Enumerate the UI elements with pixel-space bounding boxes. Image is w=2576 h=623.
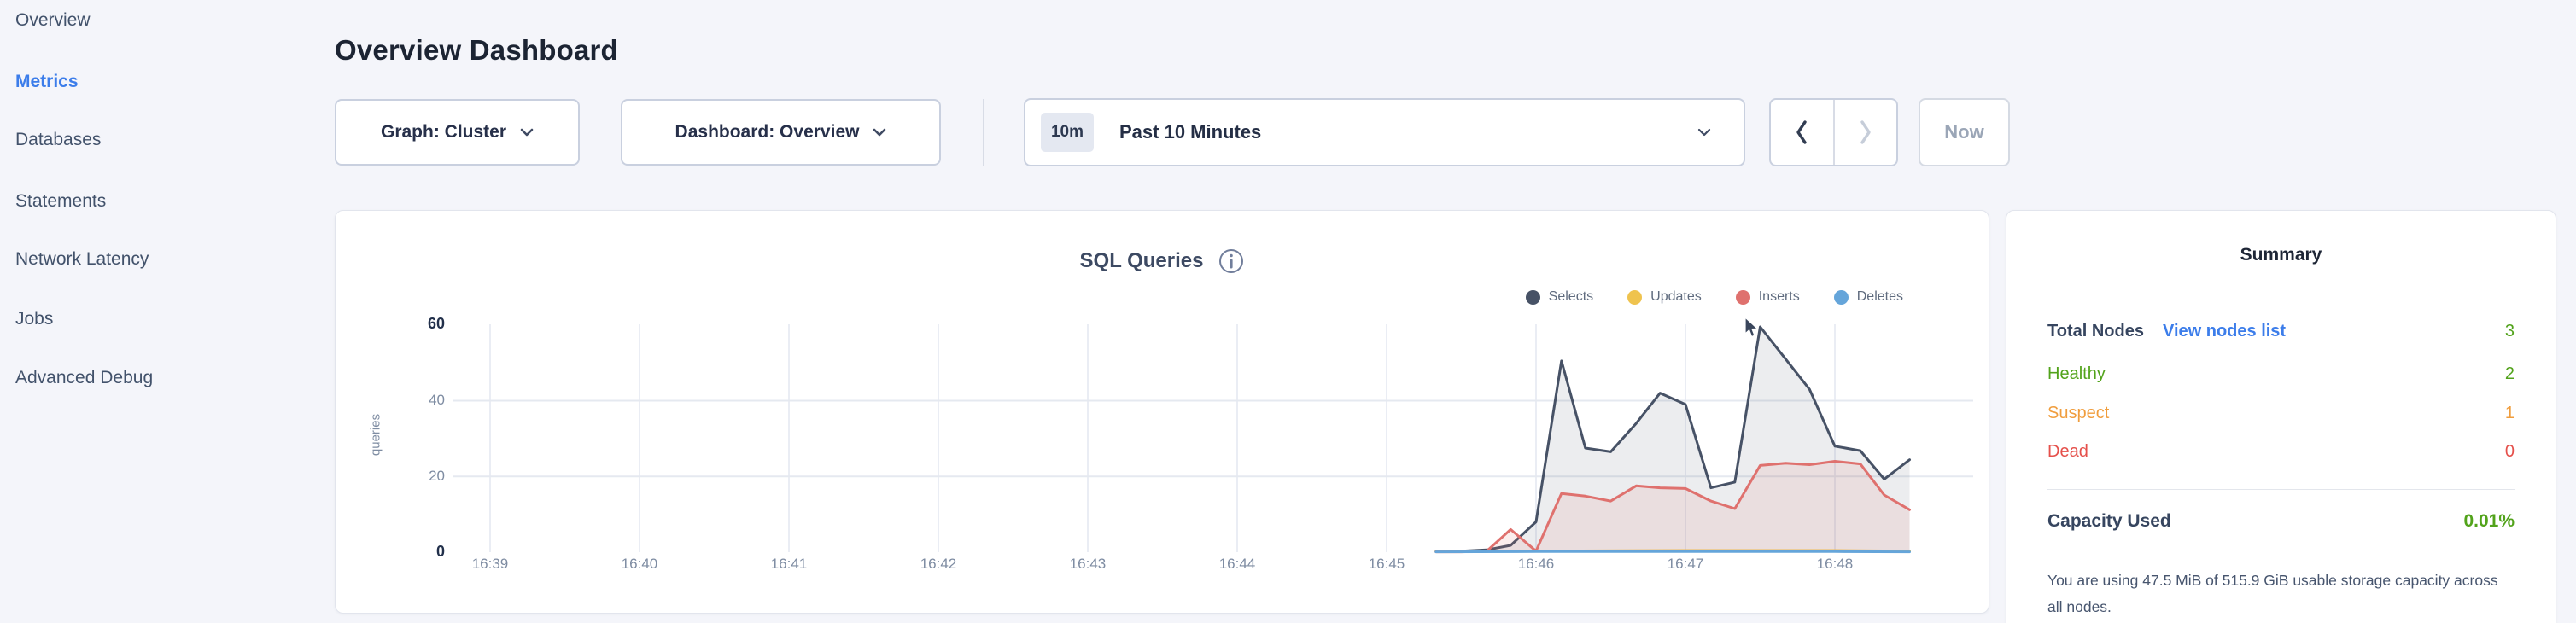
chevron-down-icon xyxy=(520,128,534,137)
x-tick: 16:47 xyxy=(1667,556,1704,572)
chevron-left-icon xyxy=(1796,120,1807,144)
suspect-label: Suspect xyxy=(2047,404,2110,422)
time-range-dropdown[interactable]: 10m Past 10 Minutes xyxy=(1024,98,1745,166)
legend-item-deletes[interactable]: Deletes xyxy=(1833,289,1903,305)
time-step-forward-button[interactable] xyxy=(1835,100,1897,165)
y-tick-40: 40 xyxy=(429,392,445,408)
updates-dot-icon xyxy=(1627,289,1643,305)
time-range-label: Past 10 Minutes xyxy=(1119,121,1262,143)
sidebar-item-advanced-debug[interactable]: Advanced Debug xyxy=(15,368,154,387)
sidebar-item-databases[interactable]: Databases xyxy=(15,130,102,149)
x-tick: 16:46 xyxy=(1517,556,1555,572)
legend-item-inserts[interactable]: Inserts xyxy=(1735,289,1800,305)
capacity-used-row: Capacity Used 0.01% xyxy=(2047,511,2515,532)
x-tick: 16:48 xyxy=(1816,556,1854,572)
y-tick-60: 60 xyxy=(427,315,445,332)
info-icon[interactable] xyxy=(1218,248,1244,274)
sidebar-item-overview[interactable]: Overview xyxy=(15,10,91,30)
summary-title: Summary xyxy=(2240,245,2322,265)
summary-panel: Summary Total Nodes View nodes list 3 He… xyxy=(2006,210,2556,623)
page-title: Overview Dashboard xyxy=(335,34,618,67)
chevron-right-icon xyxy=(1860,120,1871,144)
x-tick: 16:42 xyxy=(920,556,957,572)
sql-queries-chart-card: SQL Queries Selects Updates Inserts xyxy=(335,210,1989,614)
dead-value: 0 xyxy=(2504,442,2515,461)
healthy-label: Healthy xyxy=(2047,364,2106,383)
summary-divider xyxy=(2047,489,2515,490)
chevron-down-icon xyxy=(1697,128,1711,137)
suspect-nodes-row: Suspect 1 xyxy=(2047,404,2515,423)
total-nodes-value: 3 xyxy=(2504,322,2515,341)
sidebar-item-statements[interactable]: Statements xyxy=(15,191,107,211)
healthy-nodes-row: Healthy 2 xyxy=(2047,364,2515,384)
x-tick: 16:43 xyxy=(1069,556,1107,572)
time-range-badge: 10m xyxy=(1041,113,1094,152)
time-step-back-button[interactable] xyxy=(1771,100,1835,165)
dashboard-dropdown[interactable]: Dashboard: Overview xyxy=(621,99,941,166)
sidebar-item-jobs[interactable]: Jobs xyxy=(15,309,54,329)
healthy-value: 2 xyxy=(2504,364,2515,383)
sql-queries-plot xyxy=(453,324,1973,554)
legend-item-selects[interactable]: Selects xyxy=(1525,289,1593,305)
selects-dot-icon xyxy=(1525,289,1540,305)
controls-divider xyxy=(983,99,984,166)
total-nodes-row: Total Nodes View nodes list 3 xyxy=(2047,322,2515,341)
x-tick: 16:39 xyxy=(471,556,509,572)
capacity-used-label: Capacity Used xyxy=(2047,511,2171,531)
x-tick: 16:41 xyxy=(770,556,808,572)
x-tick: 16:45 xyxy=(1368,556,1405,572)
capacity-used-value: 0.01% xyxy=(2463,511,2515,531)
mouse-cursor xyxy=(1744,317,1759,338)
x-tick: 16:44 xyxy=(1218,556,1256,572)
sidebar: Overview Metrics Databases Statements Ne… xyxy=(0,0,318,623)
suspect-value: 1 xyxy=(2504,404,2515,422)
y-tick-20: 20 xyxy=(429,468,445,484)
sidebar-item-network-latency[interactable]: Network Latency xyxy=(15,249,149,269)
y-tick-0: 0 xyxy=(435,543,445,560)
chevron-down-icon xyxy=(873,128,886,137)
chart-title: SQL Queries xyxy=(1079,249,1204,272)
dashboard-dropdown-label: Dashboard: Overview xyxy=(675,122,860,142)
chart-legend: Selects Updates Inserts Deletes xyxy=(1525,289,1903,305)
capacity-caption: You are using 47.5 MiB of 515.9 GiB usab… xyxy=(2047,571,2498,615)
graph-scope-dropdown-label: Graph: Cluster xyxy=(380,122,507,142)
legend-item-updates[interactable]: Updates xyxy=(1627,289,1702,305)
inserts-dot-icon xyxy=(1735,289,1750,305)
graph-scope-dropdown[interactable]: Graph: Cluster xyxy=(335,99,580,166)
view-nodes-list-link[interactable]: View nodes list xyxy=(2162,322,2287,341)
dead-nodes-row: Dead 0 xyxy=(2047,442,2515,462)
dead-label: Dead xyxy=(2047,442,2088,461)
sidebar-item-metrics[interactable]: Metrics xyxy=(15,72,79,91)
total-nodes-label: Total Nodes xyxy=(2047,322,2144,341)
now-button[interactable]: Now xyxy=(1919,98,2010,166)
time-step-buttons xyxy=(1769,98,1898,166)
deletes-dot-icon xyxy=(1833,289,1849,305)
x-tick: 16:40 xyxy=(621,556,658,572)
